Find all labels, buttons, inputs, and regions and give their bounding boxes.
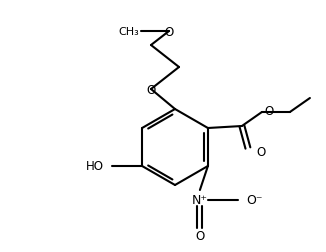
Text: O⁻: O⁻ [246, 194, 262, 207]
Text: O: O [146, 83, 156, 96]
Text: O: O [195, 230, 204, 242]
Text: O: O [256, 146, 265, 159]
Text: CH₃: CH₃ [118, 27, 139, 37]
Text: N⁺: N⁺ [192, 194, 208, 207]
Text: O: O [164, 25, 174, 38]
Text: O: O [264, 104, 273, 117]
Text: HO: HO [86, 160, 104, 173]
